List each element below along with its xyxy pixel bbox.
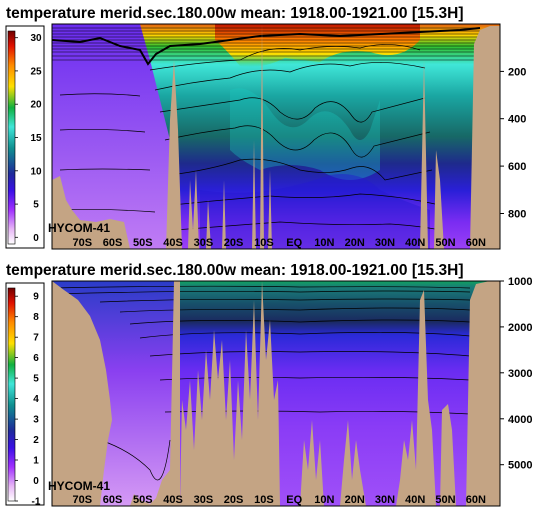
- upper-panel-title: temperature merid.sec.180.00w mean: 1918…: [6, 5, 464, 22]
- colorbar-tick-label: 4: [33, 394, 39, 405]
- lower-panel-title: temperature merid.sec.180.00w mean: 1918…: [6, 262, 464, 279]
- colorbar-tick-label: 20: [30, 100, 42, 111]
- lower-y-axis: 1000 2000 3000 4000 5000: [500, 276, 532, 472]
- x-tick-label: 50S: [133, 494, 153, 506]
- x-tick-label: EQ: [286, 237, 302, 249]
- x-tick-label: 10N: [314, 494, 334, 506]
- upper-southern-cold-water: [52, 24, 175, 249]
- lower-plot-frame: [51, 280, 501, 507]
- upper-topography: [52, 24, 500, 249]
- y-tick-label: 4000: [508, 414, 532, 426]
- x-tick-label: 20N: [345, 494, 365, 506]
- lower-model-label: HYCOM-41: [48, 479, 110, 493]
- x-tick-label: 50S: [133, 237, 153, 249]
- colorbar-tick-label: -1: [32, 497, 41, 508]
- upper-y-axis: 200 400 600 800: [500, 66, 526, 221]
- upper-colorbar: [7, 30, 16, 245]
- y-tick-label: 1000: [508, 276, 532, 288]
- x-tick-label: 60S: [103, 237, 123, 249]
- colorbar-tick-label: 0: [33, 476, 39, 487]
- upper-model-label: HYCOM-41: [48, 221, 110, 235]
- upper-mixed-layer-depth: [52, 27, 481, 66]
- x-tick-label: 30S: [194, 494, 214, 506]
- colorbar-tick-label: 5: [33, 374, 39, 385]
- y-tick-label: 200: [508, 66, 526, 78]
- colorbar-tick-label: 25: [30, 66, 42, 77]
- x-tick-label: 30N: [375, 237, 395, 249]
- x-tick-label: 60S: [103, 494, 123, 506]
- x-tick-label: 20S: [224, 494, 244, 506]
- x-tick-label: 70S: [73, 237, 93, 249]
- colorbar-tick-label: 2: [33, 435, 39, 446]
- y-tick-label: 5000: [508, 460, 532, 472]
- colorbar-tick-label: 8: [33, 312, 39, 323]
- y-tick-label: 2000: [508, 322, 532, 334]
- upper-mixed-layer-lines: [52, 27, 480, 61]
- x-tick-label: 60N: [466, 237, 486, 249]
- lower-topography: [52, 281, 500, 506]
- upper-colorbar-ticks: 0 5 10 15 20 25 30: [15, 33, 42, 244]
- x-tick-label: 60N: [466, 494, 486, 506]
- x-tick-label: 40S: [163, 237, 183, 249]
- x-tick-label: 20N: [345, 237, 365, 249]
- colorbar-tick-label: 30: [30, 33, 42, 44]
- colorbar-tick-label: 9: [33, 292, 39, 303]
- x-tick-label: 50N: [435, 494, 455, 506]
- colorbar-tick-label: 3: [33, 415, 39, 426]
- x-tick-label: EQ: [286, 494, 302, 506]
- lower-colorbar: [7, 287, 16, 502]
- upper-x-axis: 70S 60S 50S 40S 30S 20S 10S EQ 10N 20N 30N 40N 50N 60…: [73, 237, 486, 249]
- colorbar-tick-label: 15: [30, 133, 42, 144]
- lower-panel: temperature merid.sec.180.00w mean: 1918…: [5, 262, 532, 508]
- colorbar-tick-label: 5: [33, 200, 39, 211]
- upper-plot-frame: [51, 23, 501, 250]
- x-tick-label: 40S: [163, 494, 183, 506]
- colorbar-tick-label: 10: [30, 166, 42, 177]
- upper-panel: temperature merid.sec.180.00w mean: 1918…: [5, 5, 526, 250]
- x-tick-label: 10N: [314, 237, 334, 249]
- y-tick-label: 400: [508, 114, 526, 126]
- x-tick-label: 50N: [435, 237, 455, 249]
- x-tick-label: 30S: [194, 237, 214, 249]
- colorbar-tick-label: 6: [33, 353, 39, 364]
- x-tick-label: 40N: [405, 237, 425, 249]
- upper-thermocline-tongue: [230, 88, 380, 180]
- lower-colorbar-ticks: -1 0 1 2 3 4 5 6 7 8 9: [15, 292, 41, 508]
- lower-section-plot: [52, 281, 500, 506]
- colorbar-tick-label: 7: [33, 333, 39, 344]
- upper-deep-blue-band: [200, 174, 430, 249]
- x-tick-label: 10S: [254, 494, 274, 506]
- colorbar-tick-label: 1: [33, 456, 39, 467]
- x-tick-label: 10S: [254, 237, 274, 249]
- colorbar-tick-label: 0: [33, 233, 39, 244]
- y-tick-label: 3000: [508, 368, 532, 380]
- x-tick-label: 30N: [375, 494, 395, 506]
- x-tick-label: 40N: [405, 494, 425, 506]
- x-tick-label: 70S: [73, 494, 93, 506]
- upper-section-plot: [52, 24, 500, 249]
- x-tick-label: 20S: [224, 237, 244, 249]
- y-tick-label: 600: [508, 161, 526, 173]
- y-tick-label: 800: [508, 209, 526, 221]
- lower-x-axis: 70S 60S 50S 40S 30S 20S 10S EQ 10N 20N 30N 40N 50N 60…: [73, 494, 486, 506]
